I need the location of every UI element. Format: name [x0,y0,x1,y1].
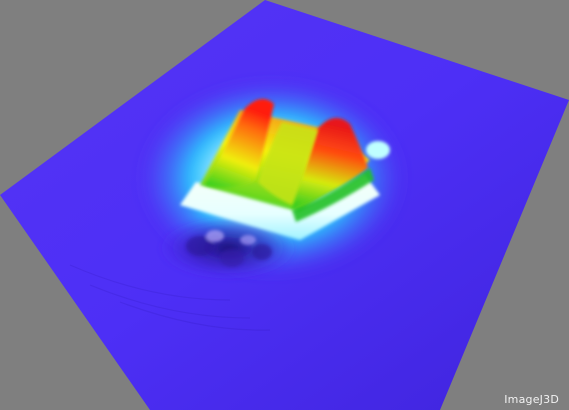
viewer-watermark: ImageJ3D [504,393,559,406]
surface-ripples [69,264,271,331]
ridge-right [292,117,368,208]
ridge-valley [258,122,318,205]
surface-bump [366,141,390,159]
dip-texture [186,230,272,267]
surface-dip [158,216,298,280]
structure-side-band [292,168,374,222]
ridge-left [205,98,274,188]
